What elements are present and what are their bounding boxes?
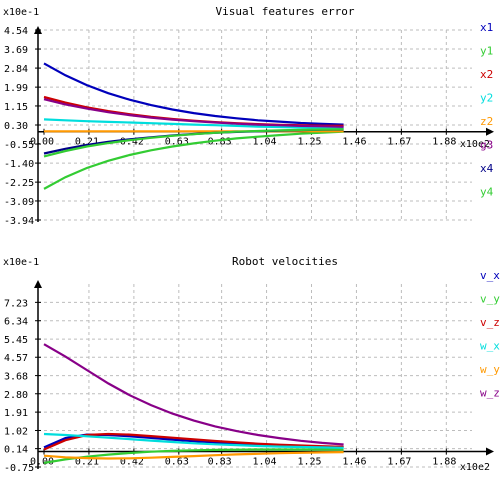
y-tick-label: 0.14: [4, 445, 28, 456]
x-tick-label: 0.21: [75, 457, 99, 468]
y-tick-label: 1.91: [4, 408, 28, 419]
legend-entry-x4: x4: [480, 162, 494, 175]
x-tick-label: 1.46: [342, 137, 366, 148]
series-line-x1: [43, 62, 344, 126]
series-line-g3: [43, 98, 344, 128]
y-tick-label: -3.94: [4, 216, 34, 227]
x-tick-label: 1.25: [297, 137, 321, 148]
chart-title: Visual features error: [215, 5, 354, 18]
legend-entry-w_z: w_z: [480, 387, 500, 400]
y-tick-label: -3.09: [4, 197, 34, 208]
x-tick-label: 0.83: [208, 137, 232, 148]
y-axis-arrow: [34, 280, 42, 288]
y-tick-label: 3.69: [4, 45, 28, 56]
x-axis-arrow: [486, 127, 494, 136]
x-tick-label: 1.04: [253, 457, 277, 468]
x-tick-label: 1.88: [432, 457, 456, 468]
series-line-w_y: [43, 451, 344, 460]
y-tick-label: -2.25: [4, 178, 34, 189]
y-tick-label: 1.15: [4, 102, 28, 113]
y-tick-label: 1.99: [4, 83, 28, 94]
chart-title: Robot velocities: [232, 255, 338, 268]
x-tick-label: 1.25: [297, 457, 321, 468]
y-tick-label: -1.40: [4, 159, 34, 170]
x-multiplier-label: x10e2: [460, 462, 490, 473]
legend-entry-y1: y1: [480, 45, 493, 58]
series-line-v_y: [43, 448, 344, 464]
y-multiplier-label: x10e-1: [3, 257, 39, 268]
x-tick-label: 1.46: [342, 457, 366, 468]
x-axis-arrow: [486, 447, 494, 456]
x-tick-label: 0.00: [30, 137, 54, 148]
series-line-y2: [43, 118, 344, 130]
y-tick-label: -0.55: [4, 140, 34, 151]
x-multiplier-label: x10e2: [460, 139, 490, 150]
legend-entry-g3: g3: [480, 139, 493, 152]
y-tick-label: 4.57: [4, 353, 28, 364]
legend-entry-x2: x2: [480, 68, 493, 81]
x-tick-label: 1.04: [253, 137, 277, 148]
y-tick-label: 1.02: [4, 426, 28, 437]
y-tick-label: 2.84: [4, 64, 28, 75]
x-tick-label: 0.63: [165, 137, 189, 148]
series-line-w_x: [43, 432, 344, 449]
x-tick-label: 0.00: [30, 457, 54, 468]
x-tick-label: 0.63: [165, 457, 189, 468]
x-tick-label: 0.42: [120, 457, 144, 468]
y-tick-label: 4.54: [4, 26, 28, 37]
legend-entry-y4: y4: [480, 186, 494, 199]
legend-entry-w_y: w_y: [480, 363, 500, 376]
y-axis-arrow: [34, 26, 42, 34]
chart-panel-0: Visual features error x10e-1 4.54 3.69 2.84 1…: [3, 5, 494, 227]
x-tick-label: 0.42: [120, 137, 144, 148]
legend-entry-v_z: v_z: [480, 316, 500, 329]
x-tick-label: 1.88: [432, 137, 456, 148]
legend-entry-z2: z2: [480, 115, 493, 128]
series-line-y4: [43, 128, 344, 158]
legend-entry-x1: x1: [480, 21, 493, 34]
y-tick-label: 2.80: [4, 390, 28, 401]
y-tick-label: -0.75: [4, 463, 34, 474]
series-line-w_z: [43, 343, 344, 446]
x-tick-label: 0.83: [208, 457, 232, 468]
legend-entry-w_x: w_x: [480, 340, 500, 353]
chart-panel-1: Robot velocities x10e-1 7.23 6.34 5.45 4.57 3.…: [3, 255, 500, 474]
y-tick-label: 3.68: [4, 372, 28, 383]
y-tick-label: 6.34: [4, 317, 28, 328]
x-tick-label: 1.67: [387, 137, 411, 148]
x-tick-label: 0.21: [75, 137, 99, 148]
series-line-v_z: [43, 432, 344, 451]
x-tick-label: 1.67: [387, 457, 411, 468]
y-tick-label: 5.45: [4, 335, 28, 346]
series-line-y1: [43, 130, 344, 190]
y-tick-label: 0.30: [4, 121, 28, 132]
y-multiplier-label: x10e-1: [3, 7, 39, 18]
legend-entry-v_y: v_y: [480, 293, 500, 306]
y-tick-label: 7.23: [4, 298, 28, 309]
legend-entry-y2: y2: [480, 92, 493, 105]
legend-entry-v_x: v_x: [480, 269, 500, 282]
